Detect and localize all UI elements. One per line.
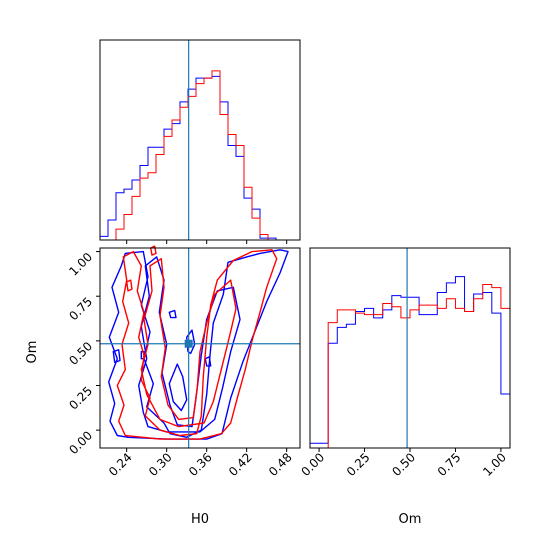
contour-series-1-level-2 [138, 256, 241, 433]
contour-series-2-level-3 [126, 279, 133, 292]
contour-series-2-level-4 [150, 245, 157, 256]
h0-xtick-label-4: 0.48 [266, 450, 295, 479]
om-xtick-label-2: 0.50 [389, 450, 418, 479]
om-ytick-label-4: 1.00 [66, 250, 95, 279]
h0-hist-series-2 [108, 70, 276, 241]
contour-series-1-level-5 [112, 349, 121, 363]
h0-hist-series-1 [99, 75, 292, 241]
h0-histogram-panel [99, 39, 301, 244]
contour-frame [99, 247, 301, 449]
om-ytick-label-3: 0.75 [66, 294, 95, 323]
contour-series-1-level-6 [168, 309, 177, 319]
om-histogram-panel: 0.00 0.25 0.50 0.75 1.00 [298, 247, 511, 479]
contour-series-2-level-1 [116, 249, 278, 440]
h0-om-contour-panel: 0.24 0.30 0.36 0.42 0.48 0.00 0.25 0.50 0.75 1.00 [66, 245, 301, 479]
contour-series-1-level-7 [204, 356, 212, 367]
truth-marker [184, 339, 193, 348]
om-hist-series-1 [309, 276, 511, 448]
om-hist-frame [309, 247, 511, 449]
om-xtick-label-3: 0.75 [435, 450, 464, 479]
om-xtick-label-0: 0.00 [298, 450, 327, 479]
h0-xtick-label-1: 0.30 [146, 450, 175, 479]
om-ytick-label-1: 0.25 [66, 384, 95, 413]
contour-series-2-level-2 [140, 258, 237, 428]
om-xtick-label-1: 0.25 [344, 450, 373, 479]
contour-series-1-level-4 [186, 329, 196, 355]
xlabel-h0: H0 [191, 512, 209, 527]
contour-series-1-level-1 [108, 249, 289, 440]
h0-xtick-label-2: 0.36 [186, 450, 215, 479]
om-hist-series-2 [310, 284, 511, 449]
contour-series-1-level-3 [168, 363, 188, 412]
om-ytick-label-2: 0.50 [66, 339, 95, 368]
om-ytick-label-0: 0.00 [66, 428, 95, 457]
xlabel-om: Om [399, 512, 422, 527]
h0-xtick-label-0: 0.24 [106, 450, 135, 479]
h0-xtick-label-3: 0.42 [226, 450, 255, 479]
ylabel-om: Om [25, 341, 40, 364]
om-xtick-label-4: 1.00 [480, 450, 509, 479]
h0-hist-frame [99, 39, 301, 241]
